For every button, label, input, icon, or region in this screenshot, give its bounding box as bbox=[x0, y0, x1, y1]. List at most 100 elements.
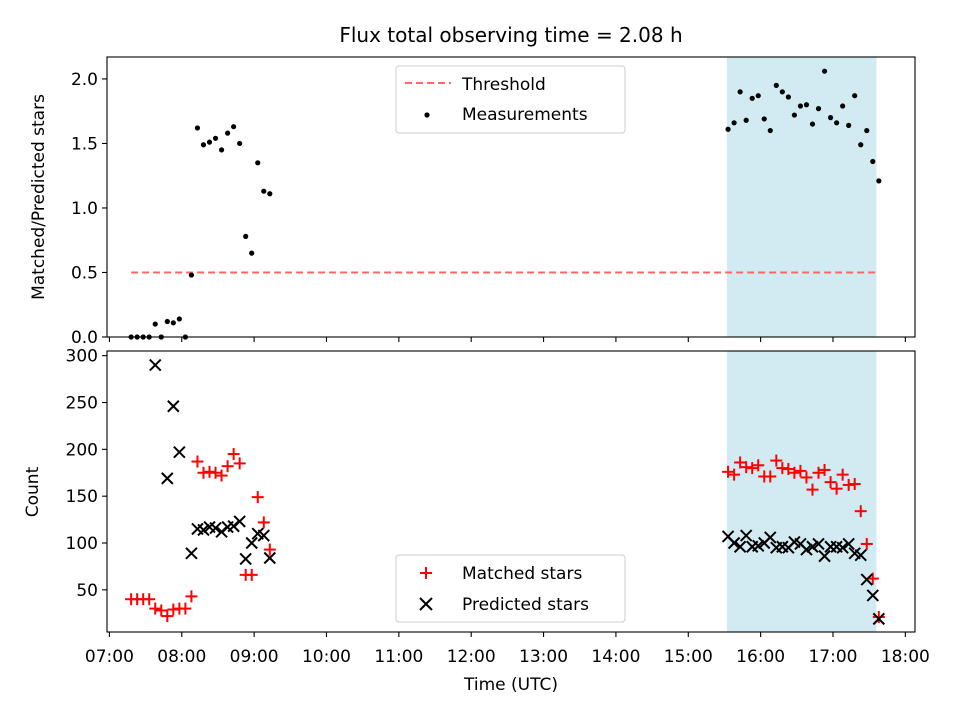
matched-star-point bbox=[818, 463, 831, 476]
measurement-point bbox=[767, 127, 773, 134]
matched-star-point bbox=[221, 460, 234, 473]
measurement-point bbox=[261, 188, 267, 194]
x-tick-label: 09:00 bbox=[230, 647, 279, 667]
matched-star-point bbox=[836, 468, 849, 481]
predicted-star-point bbox=[836, 541, 849, 554]
predicted-star-point bbox=[233, 515, 246, 528]
x-tick-label: 17:00 bbox=[808, 647, 857, 667]
measurement-point bbox=[858, 142, 864, 148]
matched-star-point bbox=[812, 466, 825, 479]
x-tick-label: 13:00 bbox=[519, 647, 568, 667]
measurement-point bbox=[755, 93, 761, 99]
x-axis-label: Time (UTC) bbox=[463, 675, 558, 695]
bottom-axes-frame bbox=[106, 350, 916, 633]
measurement-point bbox=[176, 316, 182, 322]
top-x-axis bbox=[108, 337, 906, 342]
measurement-point bbox=[743, 117, 749, 123]
predicted-star-point bbox=[161, 472, 174, 485]
predicted-star-point bbox=[739, 529, 753, 542]
x-tick-label: 14:00 bbox=[591, 647, 640, 667]
measurement-point bbox=[827, 115, 834, 121]
y-tick-label: 0.5 bbox=[71, 263, 98, 283]
measurement-point bbox=[170, 320, 176, 326]
predicted-stars-series bbox=[149, 358, 886, 626]
matched-star-point bbox=[149, 602, 162, 615]
matched-star-point bbox=[251, 491, 264, 504]
matched-star-point bbox=[191, 455, 204, 468]
bottom-legend: Matched stars Predicted stars bbox=[395, 554, 626, 623]
bottom-x-axis: 07:00 08:00 09:00 10:00 11:00 12:00 13:00 14:00… bbox=[85, 632, 930, 667]
y-tick-label: 100 bbox=[66, 534, 98, 554]
x-tick-label: 18:00 bbox=[881, 647, 930, 667]
bottom-highlight-span bbox=[726, 351, 877, 632]
predicted-star-point bbox=[812, 537, 825, 551]
measurement-point bbox=[164, 318, 170, 325]
x-tick-label: 15:00 bbox=[664, 647, 713, 667]
matched-star-point bbox=[770, 454, 783, 467]
predicted-star-point bbox=[866, 589, 879, 602]
predicted-star-point bbox=[263, 551, 277, 565]
matched-star-point bbox=[179, 602, 192, 615]
matched-star-point bbox=[161, 610, 174, 623]
legend-measurements-swatch bbox=[424, 112, 430, 118]
x-tick-label: 08:00 bbox=[157, 647, 206, 667]
measurement-point bbox=[267, 191, 273, 197]
measurement-point bbox=[852, 93, 858, 99]
top-highlight-span bbox=[726, 57, 877, 337]
measurement-point bbox=[737, 89, 743, 95]
matched-star-point bbox=[233, 457, 246, 470]
bottom-y-axis-label: Count bbox=[23, 466, 43, 517]
x-tick-label: 10:00 bbox=[302, 647, 351, 667]
measurement-point bbox=[749, 95, 755, 101]
measurement-point bbox=[231, 124, 237, 130]
measurement-point bbox=[846, 122, 852, 128]
predicted-star-point bbox=[818, 549, 831, 563]
matched-star-point bbox=[782, 463, 795, 476]
predicted-star-point bbox=[800, 543, 813, 556]
measurement-point bbox=[791, 112, 798, 118]
measurement-point bbox=[200, 142, 207, 148]
matched-star-point bbox=[227, 448, 240, 461]
bottom-panel: 50 100 150 200 250 300 07:00 08:00 09:00 10:00 11… bbox=[23, 347, 930, 695]
measurement-point bbox=[773, 82, 779, 88]
x-tick-label: 16:00 bbox=[736, 647, 785, 667]
predicted-star-point bbox=[239, 552, 252, 566]
measurement-point bbox=[864, 127, 870, 134]
x-tick-label: 12:00 bbox=[447, 647, 496, 667]
matched-star-point bbox=[752, 459, 765, 472]
top-panel: 0.00.51.01.52.0 Matched/Predicted stars … bbox=[29, 56, 916, 348]
matched-star-point bbox=[848, 478, 861, 491]
measurement-point bbox=[834, 120, 840, 126]
measurement-point bbox=[779, 89, 785, 95]
chart-title: Flux total observing time = 2.08 h bbox=[339, 23, 682, 47]
predicted-star-point bbox=[842, 537, 855, 551]
measurement-point bbox=[761, 116, 767, 122]
y-tick-label: 300 bbox=[66, 347, 98, 367]
matched-star-point bbox=[788, 466, 801, 479]
predicted-star-point bbox=[764, 531, 777, 544]
predicted-star-point bbox=[245, 536, 258, 550]
matched-star-point bbox=[764, 470, 777, 483]
matched-star-point bbox=[746, 462, 759, 475]
predicted-star-point bbox=[197, 523, 210, 537]
predicted-star-point bbox=[167, 400, 180, 413]
measurement-point bbox=[194, 125, 201, 131]
predicted-star-point bbox=[257, 529, 270, 542]
y-tick-label: 150 bbox=[66, 487, 98, 507]
predicted-star-point bbox=[733, 540, 747, 553]
predicted-star-point bbox=[173, 445, 186, 459]
measurement-point bbox=[725, 126, 731, 132]
matched-star-point bbox=[830, 482, 843, 495]
top-axes-frame bbox=[106, 56, 916, 338]
measurement-point bbox=[785, 94, 791, 100]
bottom-legend-box bbox=[395, 554, 626, 623]
top-y-axis-label: Matched/Predicted stars bbox=[29, 94, 49, 300]
legend-threshold-label: Threshold bbox=[461, 75, 546, 95]
measurement-point bbox=[218, 147, 225, 153]
predicted-star-point bbox=[185, 547, 198, 560]
matched-star-point bbox=[245, 568, 258, 581]
top-legend-box bbox=[395, 65, 626, 134]
x-tick-label: 07:00 bbox=[85, 647, 134, 667]
measurement-point bbox=[821, 68, 828, 74]
measurement-point bbox=[840, 103, 846, 109]
